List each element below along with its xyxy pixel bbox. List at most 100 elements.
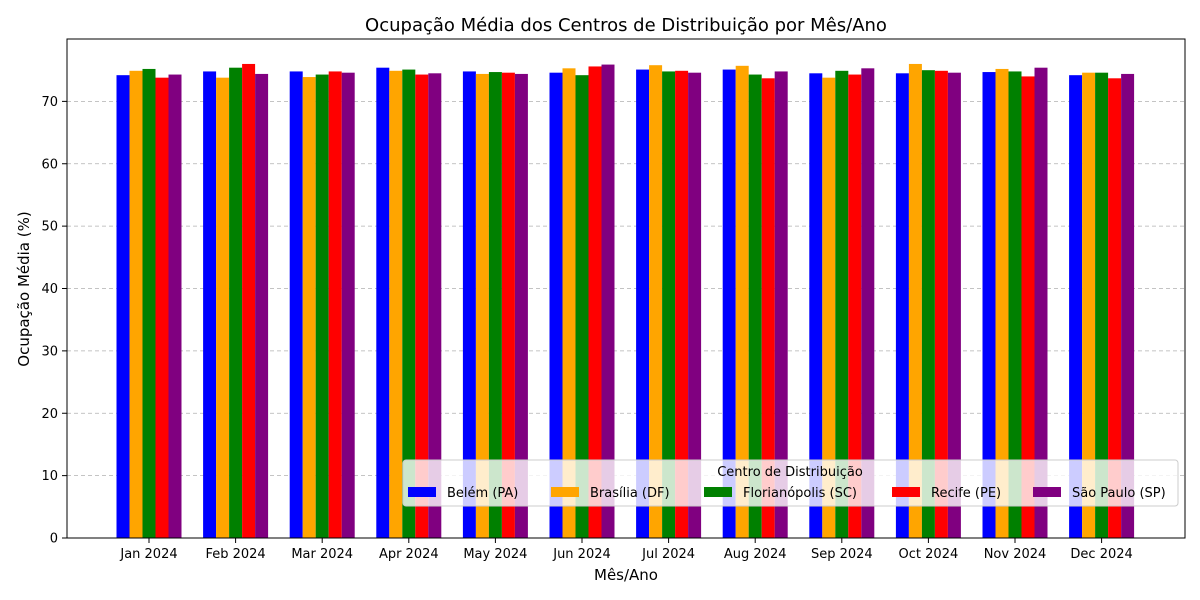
bar — [402, 69, 416, 538]
bar — [1095, 72, 1109, 539]
bar — [328, 71, 342, 538]
bar — [415, 74, 429, 539]
y-tick-label: 30 — [41, 344, 58, 359]
y-tick-label: 10 — [41, 469, 58, 484]
bars-layer — [116, 63, 1135, 539]
legend-title: Centro de Distribuição — [717, 465, 863, 480]
x-tick-label: May 2024 — [463, 547, 527, 562]
bar — [501, 72, 515, 539]
bar — [636, 69, 650, 538]
bar — [315, 74, 329, 539]
bar — [809, 73, 823, 539]
bar — [995, 68, 1009, 538]
x-tick-label: Sep 2024 — [811, 547, 873, 562]
x-tick-label: Feb 2024 — [205, 547, 265, 562]
bar — [947, 72, 961, 539]
bar — [921, 70, 935, 538]
bar — [1121, 73, 1135, 539]
y-tick-label: 70 — [41, 95, 58, 110]
bar — [1108, 78, 1122, 538]
bar — [376, 67, 390, 538]
x-tick-label: Jan 2024 — [119, 547, 177, 562]
bar — [289, 71, 303, 538]
y-tick-label: 50 — [41, 220, 58, 235]
bar — [1021, 76, 1035, 539]
y-tick-label: 20 — [41, 407, 58, 422]
bar — [514, 73, 528, 539]
legend-label: Florianópolis (SC) — [743, 486, 857, 501]
legend-items: Belém (PA) Brasília (DF) Florianópolis (SC… — [408, 486, 1166, 501]
bar — [341, 72, 355, 539]
x-tick-label: Nov 2024 — [984, 547, 1047, 562]
legend-swatch — [408, 487, 436, 497]
bar — [142, 68, 156, 538]
bar — [835, 70, 849, 538]
bar — [662, 71, 676, 538]
x-tick-label: Aug 2024 — [724, 547, 787, 562]
bar — [588, 66, 602, 538]
legend-swatch — [892, 487, 920, 497]
bar — [155, 77, 169, 539]
y-axis: 0 10 20 30 40 50 60 70 — [41, 95, 67, 547]
bar — [116, 75, 130, 539]
legend-label: Recife (PE) — [931, 486, 1001, 501]
bar — [462, 71, 476, 538]
bar — [428, 73, 442, 539]
bar — [549, 72, 563, 539]
x-tick-label: Dec 2024 — [1070, 547, 1132, 562]
bar — [242, 63, 256, 538]
x-tick-label: Mar 2024 — [291, 547, 353, 562]
bar — [168, 74, 182, 539]
y-axis-label: Ocupação Média (%) — [15, 211, 33, 366]
x-tick-label: Oct 2024 — [899, 547, 959, 562]
x-tick-label: Jun 2024 — [552, 547, 611, 562]
bar — [1034, 67, 1048, 538]
legend-label: São Paulo (SP) — [1072, 486, 1166, 501]
bar — [908, 63, 922, 538]
bar — [229, 67, 243, 538]
bar — [488, 72, 502, 538]
bar — [982, 72, 996, 538]
bar — [562, 68, 576, 538]
bar — [575, 75, 589, 539]
bar — [895, 73, 909, 539]
bar — [1008, 71, 1022, 538]
bar — [934, 70, 948, 538]
bar — [601, 64, 615, 538]
bar — [389, 70, 403, 538]
bar — [203, 71, 217, 538]
bar — [1069, 75, 1083, 539]
chart-title: Ocupação Média dos Centros de Distribuiç… — [365, 15, 887, 36]
legend-label: Belém (PA) — [447, 486, 518, 501]
bar — [822, 77, 836, 539]
legend-box — [402, 459, 1179, 507]
bar — [649, 65, 663, 538]
legend-swatch — [551, 487, 579, 497]
legend-swatch — [1033, 487, 1061, 497]
bar — [688, 72, 702, 539]
bar — [861, 68, 875, 538]
x-axis-label: Mês/Ano — [594, 566, 658, 584]
bar — [761, 78, 775, 538]
legend: Centro de Distribuição Belém (PA) Brasíli… — [402, 459, 1179, 507]
legend-swatch — [704, 487, 732, 497]
bar — [722, 69, 736, 538]
y-tick-label: 40 — [41, 282, 58, 297]
bar — [675, 70, 689, 538]
y-tick-label: 60 — [41, 157, 58, 172]
y-tick-label: 0 — [50, 532, 58, 547]
bar — [255, 73, 269, 539]
bar — [475, 73, 489, 539]
bar — [748, 74, 762, 539]
x-tick-label: Apr 2024 — [379, 547, 439, 562]
bar — [774, 71, 788, 538]
bar — [129, 70, 143, 538]
x-axis: Jan 2024 Feb 2024 Mar 2024 Apr 2024 May 2024… — [119, 538, 1133, 562]
bar — [735, 65, 749, 538]
x-tick-label: Jul 2024 — [641, 547, 695, 562]
legend-label: Brasília (DF) — [590, 486, 670, 501]
bar — [1082, 72, 1096, 539]
bar — [848, 74, 862, 539]
